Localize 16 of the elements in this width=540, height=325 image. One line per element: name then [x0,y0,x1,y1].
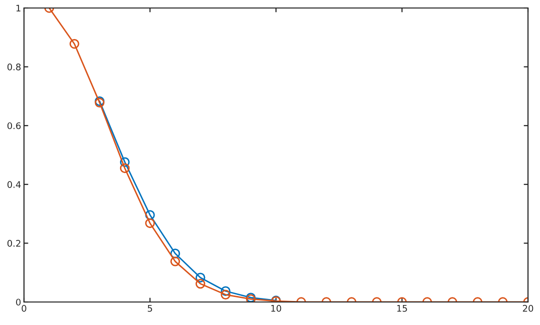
x-tick-label: 0 [22,304,26,312]
x-tick-label: 20 [522,304,534,312]
x-tick-label: 15 [397,305,407,312]
point [170,248,180,258]
y-tick-label: 0 [16,298,21,306]
point [145,218,155,228]
y-tick-label: 0.6 [7,122,21,130]
y-tick-label: 0.2 [7,240,20,247]
y-tick-label: 1 [16,4,20,12]
y-tick-label: 0.4 [7,181,21,188]
point [145,210,155,220]
x-tick-label: 10 [271,304,282,312]
x-tick-label: 5 [148,305,152,312]
y-tick-label: 0.8 [7,64,21,70]
point [120,157,130,167]
point [120,163,130,174]
